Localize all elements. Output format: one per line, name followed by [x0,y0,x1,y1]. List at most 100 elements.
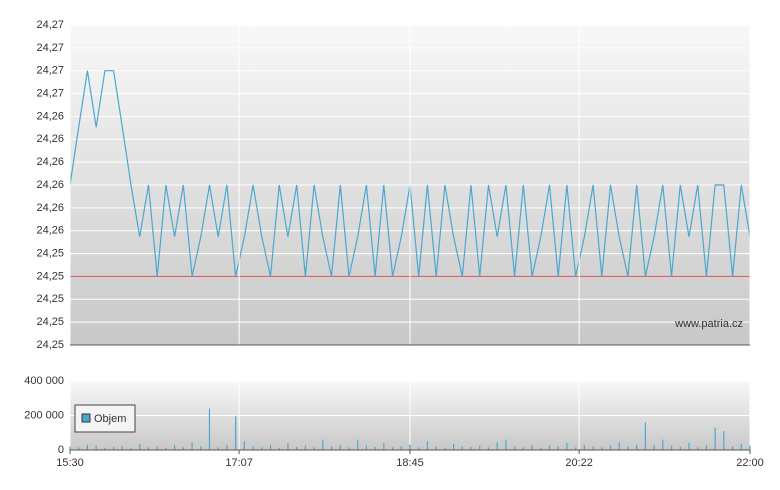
volume-bar [479,445,481,450]
volume-bar [339,444,341,450]
volume-bar [644,422,646,450]
volume-bar [400,446,402,450]
y-tick-label: 24,26 [36,156,64,168]
volume-bar [365,445,368,450]
volume-bar [714,427,716,450]
volume-bar [418,447,420,450]
legend-swatch [81,413,91,423]
volume-bar [496,442,498,450]
volume-bar [235,416,237,450]
volume-bar [705,444,708,450]
volume-bar [357,439,359,450]
volume-bar [426,441,429,450]
volume-bar [514,446,516,450]
volume-bar [452,443,455,450]
volume-bar [470,446,472,450]
volume-bar [191,442,193,450]
volume-bar [296,446,298,450]
volume-bar [322,439,324,450]
y-tick-label: 24,27 [36,87,64,99]
volume-bar [313,447,315,450]
volume-bar [575,447,577,450]
volume-bar [531,444,533,450]
volume-bar [391,447,394,450]
volume-bar [679,446,681,450]
volume-bar [217,447,219,450]
volume-bar [330,446,333,450]
volume-bar [636,444,638,450]
x-tick-label: 22:00 [736,457,764,469]
legend [74,404,136,433]
y-tick-label: 24,26 [36,133,64,145]
volume-bar [723,431,725,450]
y-tick-label: 24,25 [36,270,64,282]
volume-bar [662,439,664,450]
y-tick-label: 24,25 [36,339,64,351]
volume-bar [627,446,629,450]
volume-bar [112,446,115,450]
volume-bar [252,446,254,450]
volume-bar [670,445,673,450]
y-tick-label: 24,26 [36,110,64,122]
volume-bar [749,445,751,450]
volume-bar [269,444,272,450]
legend-label: Objem [94,413,126,425]
volume-bar [487,447,490,450]
x-tick-label: 20:22 [565,457,593,469]
volume-bar [182,447,184,450]
y-tick-label: 24,27 [36,19,64,31]
y-tick-label: 24,25 [36,316,64,328]
y-tick-label: 400 000 [24,375,64,387]
watermark: www.patria.cz [674,318,743,330]
x-tick-label: 17:07 [225,457,253,469]
volume-bar [261,447,263,450]
volume-bar [147,447,150,450]
volume-bar [444,447,446,450]
volume-bar [104,447,106,450]
volume-bar [557,446,559,450]
volume-bar [540,447,542,450]
volume-bar [601,447,603,450]
volume-bar [374,446,376,450]
volume-bar [731,446,734,450]
volume-bar [95,445,97,450]
y-tick-label: 200 000 [24,409,64,421]
volume-bar [461,446,463,450]
volume-bar [409,444,411,450]
y-tick-label: 24,26 [36,225,64,237]
volume-bar [130,448,132,450]
volume-bar [592,446,594,450]
volume-bar [139,443,141,450]
volume-bar [348,447,350,450]
y-tick-label: 24,27 [36,65,64,77]
volume-bar [226,444,228,450]
volume-bar [522,447,524,450]
volume-bar [383,443,385,450]
volume-bar [609,445,612,450]
volume-bar [174,445,176,450]
volume-bar [69,446,71,450]
volume-bar [86,444,89,450]
volume-bar [653,444,655,450]
y-tick-label: 24,27 [36,42,64,54]
volume-bar [688,443,690,450]
volume-bar [287,443,289,450]
x-tick-label: 18:45 [396,457,424,469]
y-tick-label: 0 [58,444,64,456]
x-tick-label: 15:30 [56,457,84,469]
volume-bar [618,442,620,450]
volume-bar [505,439,507,450]
volume-bar [156,446,158,450]
volume-bar [243,441,245,450]
volume-bar [304,445,306,450]
y-tick-label: 24,26 [36,179,64,191]
volume-bar [583,444,585,450]
chart-layer: 24,25 24,25 24,25 24,25 24,25 24,26 24,26 24,26… [24,19,764,469]
y-tick-label: 24,26 [36,202,64,214]
volume-bar [740,443,742,450]
volume-bar [121,446,123,450]
volume-bar [566,443,568,450]
volume-bar [208,408,211,450]
volume-bar [435,446,437,450]
volume-bar [165,447,167,450]
